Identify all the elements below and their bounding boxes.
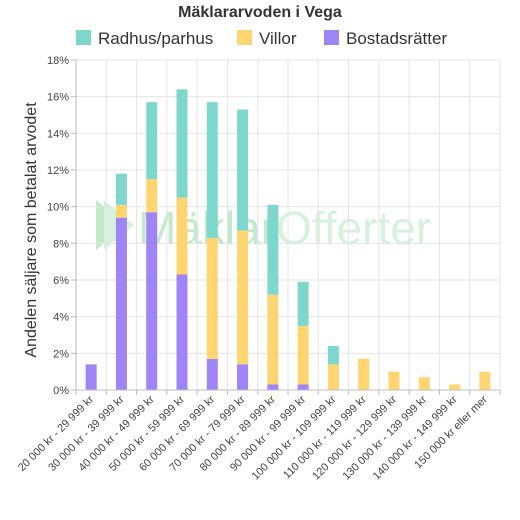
legend-swatch-radhus — [76, 30, 91, 45]
legend-label-bostad: Bostadsrätter — [346, 29, 447, 48]
bar-radhus-2 — [146, 102, 158, 180]
y-tick-label: 4% — [53, 312, 69, 324]
bar-villor-5 — [237, 230, 249, 365]
bar-bostad-4 — [206, 358, 218, 390]
bar-villor-13 — [479, 371, 491, 390]
bar-radhus-6 — [267, 204, 279, 295]
bar-bostad-6 — [267, 384, 279, 390]
bar-villor-10 — [388, 371, 400, 390]
bar-villor-1 — [115, 204, 127, 218]
y-tick-label: 12% — [47, 165, 69, 177]
bars — [85, 89, 491, 390]
bar-radhus-8 — [327, 346, 339, 365]
bar-bostad-1 — [115, 217, 127, 390]
y-tick-label: 0% — [53, 385, 69, 397]
legend-swatch-bostad — [324, 30, 339, 45]
y-tick-label: 10% — [47, 202, 69, 214]
watermark-part2: Offerter — [276, 202, 431, 254]
bar-radhus-3 — [176, 89, 188, 198]
bar-radhus-7 — [297, 281, 309, 326]
legend-label-radhus: Radhus/parhus — [98, 29, 213, 48]
y-axis-label: Andelen säljare som betalat arvodet — [23, 102, 40, 358]
legend: Radhus/parhus Villor Bostadsrätter — [76, 29, 447, 48]
y-tick-label: 14% — [47, 128, 69, 140]
legend-swatch-villor — [237, 30, 252, 45]
bar-villor-6 — [267, 294, 279, 385]
y-tick-label: 18% — [47, 55, 69, 67]
y-tick-label: 8% — [53, 238, 69, 250]
y-tick-labels: 0% 2% 4% 6% 8% 10% 12% 14% 16% 18% — [47, 55, 69, 397]
bar-bostad-0 — [85, 364, 97, 390]
y-tick-label: 16% — [47, 92, 69, 104]
y-tick-label: 6% — [53, 275, 69, 287]
axes — [75, 60, 500, 391]
bar-radhus-5 — [237, 109, 249, 231]
bar-bostad-2 — [146, 212, 158, 390]
bar-villor-12 — [449, 384, 461, 390]
legend-label-villor: Villor — [259, 29, 297, 48]
bar-bostad-3 — [176, 274, 188, 390]
bar-villor-11 — [418, 377, 430, 390]
bar-radhus-1 — [115, 173, 127, 205]
bar-villor-2 — [146, 179, 158, 213]
chart-title: Mäklararvoden i Vega — [178, 4, 342, 21]
bar-bostad-7 — [297, 384, 309, 390]
bar-villor-4 — [206, 237, 218, 359]
y-tick-label: 2% — [53, 348, 69, 360]
watermark-logo-icon — [96, 200, 134, 250]
bar-villor-3 — [176, 197, 188, 275]
bar-bostad-5 — [237, 364, 249, 390]
bar-villor-7 — [297, 325, 309, 385]
bar-villor-9 — [358, 358, 370, 390]
bar-villor-8 — [327, 364, 339, 390]
bar-radhus-4 — [206, 102, 218, 238]
